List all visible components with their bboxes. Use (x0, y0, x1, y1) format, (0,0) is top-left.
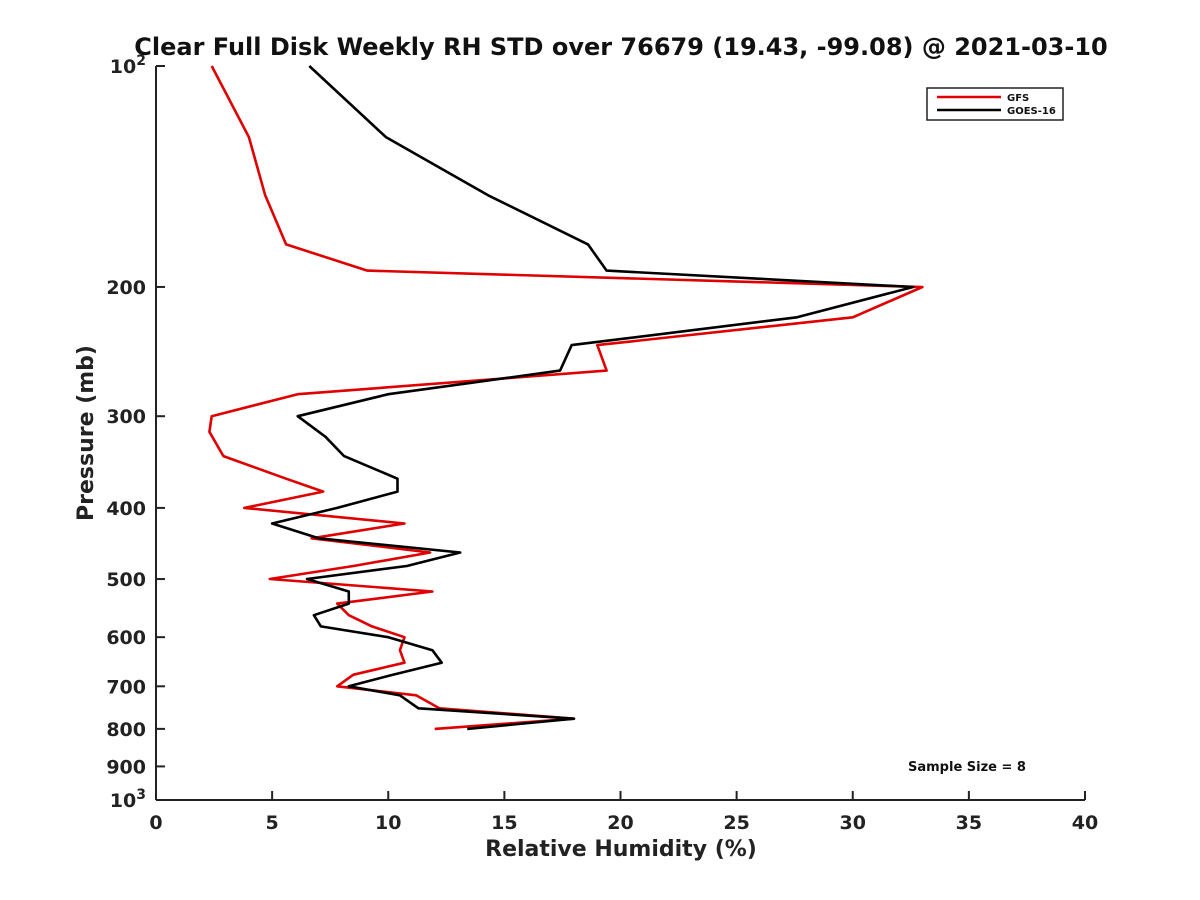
chart-title: Clear Full Disk Weekly RH STD over 76679… (134, 33, 1107, 61)
legend: GFS GOES-16 (926, 87, 1064, 121)
y-tick-label: 400 (106, 498, 146, 520)
y-axis-label: Pressure (mb) (74, 345, 99, 521)
series-layer (208, 65, 924, 731)
y-tick-label: 900 (106, 756, 146, 778)
x-tick-label: 25 (723, 812, 749, 834)
y-tick-label: 102 (110, 53, 146, 78)
x-tick-label: 5 (266, 812, 279, 834)
x-tick-label: 0 (149, 812, 162, 834)
series-line-goes16 (270, 65, 915, 731)
y-tick-label: 200 (106, 277, 146, 299)
x-tick-label: 15 (491, 812, 517, 834)
x-ticks: 0 5 10 15 20 25 30 35 40 (149, 791, 1098, 834)
legend-box (926, 87, 1064, 121)
series-line-gfs (208, 65, 924, 731)
sample-size-annotation: Sample Size = 8 (908, 760, 1026, 775)
x-tick-label: 40 (1072, 812, 1098, 834)
x-tick-label: 20 (607, 812, 633, 834)
x-axis-label: Relative Humidity (%) (485, 837, 757, 862)
legend-label-gfs: GFS (1007, 93, 1029, 104)
y-tick-label: 300 (106, 406, 146, 428)
y-ticks: 102 200 300 400 500 600 700 800 900 103 (106, 53, 165, 812)
y-tick-label: 800 (106, 719, 146, 741)
x-tick-label: 30 (840, 812, 866, 834)
y-tick-label: 600 (106, 627, 146, 649)
y-tick-label: 103 (110, 787, 146, 812)
x-tick-label: 10 (375, 812, 401, 834)
y-tick-label: 700 (106, 676, 146, 698)
y-tick-label: 500 (106, 569, 146, 591)
x-tick-label: 35 (956, 812, 982, 834)
legend-label-goes16: GOES-16 (1007, 106, 1056, 117)
